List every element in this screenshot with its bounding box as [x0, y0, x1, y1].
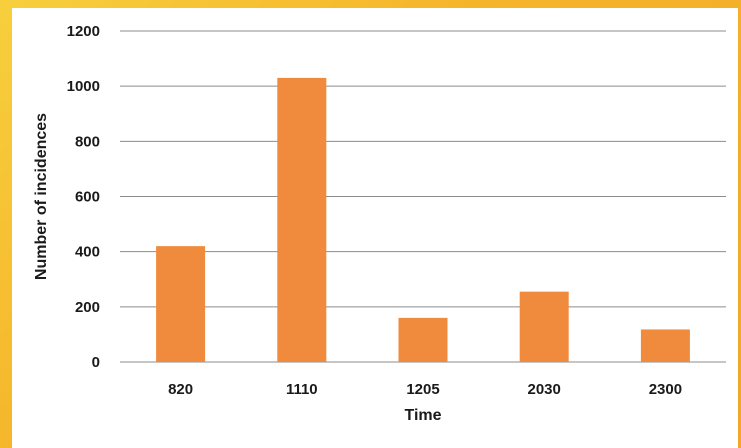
x-tick-label: 2030: [528, 381, 561, 398]
x-tick-labels: 820 1110 1205 2030 2300: [168, 381, 682, 398]
x-tick-label: 1110: [286, 381, 318, 398]
bars: [156, 77, 690, 363]
bar-820: [156, 246, 206, 362]
bar-2300: [640, 329, 690, 362]
chart-panel: 0 200 400 600 800 1000 1200 820 1110 1205 2030 230…: [12, 8, 738, 448]
bar-chart: 0 200 400 600 800 1000 1200 820 1110 1205 2030 230…: [33, 23, 726, 424]
y-axis-title: Number of incidences: [33, 113, 50, 280]
x-tick-label: 820: [168, 381, 193, 398]
y-tick-label: 0: [92, 354, 100, 371]
y-tick-label: 200: [75, 299, 100, 316]
y-tick-label: 600: [75, 189, 100, 206]
x-axis-title: Time: [404, 407, 441, 424]
y-tick-label: 400: [75, 244, 100, 261]
bar-1110: [277, 77, 327, 363]
gridlines: [120, 30, 726, 363]
y-tick-label: 1000: [67, 78, 100, 95]
y-tick-label: 800: [75, 133, 100, 150]
y-tick-label: 1200: [67, 23, 100, 40]
y-tick-labels: 0 200 400 600 800 1000 1200: [67, 23, 100, 371]
bar-1205: [398, 317, 448, 362]
x-tick-label: 2300: [649, 381, 682, 398]
x-tick-label: 1205: [406, 381, 439, 398]
bar-2030: [519, 291, 569, 362]
